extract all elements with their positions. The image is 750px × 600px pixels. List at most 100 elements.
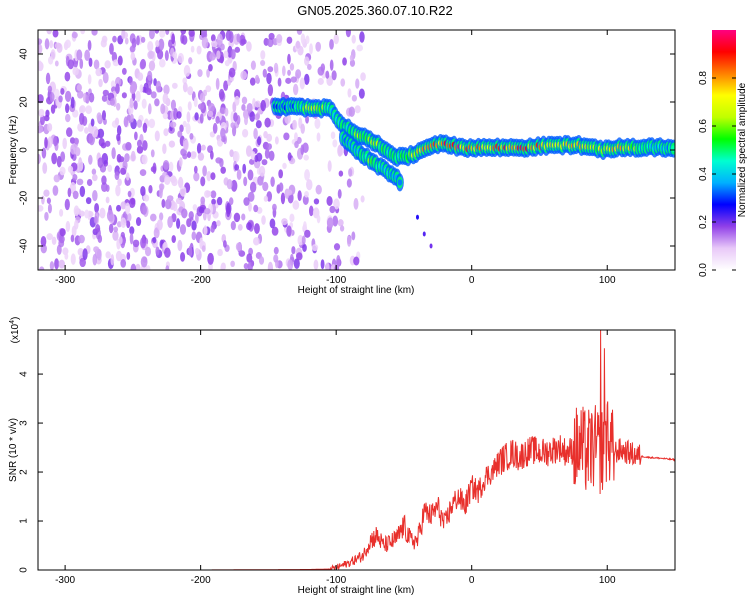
noise-speck xyxy=(223,80,229,91)
noise-speck xyxy=(209,150,214,160)
noise-speck xyxy=(253,237,260,246)
noise-speck xyxy=(168,140,176,148)
noise-speck xyxy=(135,217,142,227)
noise-speck xyxy=(267,261,273,270)
noise-speck xyxy=(180,188,186,196)
noise-speck xyxy=(123,116,129,128)
noise-speck xyxy=(331,70,337,81)
noise-speck xyxy=(354,105,361,114)
noise-speck xyxy=(264,117,271,128)
noise-speck xyxy=(249,111,256,122)
noise-speck xyxy=(252,97,256,110)
noise-speck xyxy=(276,34,283,44)
noise-speck xyxy=(301,235,306,245)
noise-speck xyxy=(44,211,49,221)
noise-speck xyxy=(135,263,141,270)
noise-speck xyxy=(309,43,313,55)
noise-speck xyxy=(132,239,140,248)
noise-speck xyxy=(136,139,142,148)
noise-speck xyxy=(337,189,342,199)
noise-speck xyxy=(41,195,45,205)
noise-speck xyxy=(191,231,197,241)
snr-x-tick-label: -100 xyxy=(326,575,346,586)
noise-speck xyxy=(314,118,321,129)
noise-speck xyxy=(72,190,79,200)
noise-speck xyxy=(191,220,197,231)
noise-speck xyxy=(79,257,86,268)
noise-speck xyxy=(97,157,104,169)
noise-speck xyxy=(54,88,60,99)
noise-speck xyxy=(120,201,127,210)
noise-speck xyxy=(146,265,151,270)
noise-speck xyxy=(131,37,137,49)
noise-speck xyxy=(38,108,45,118)
noise-speck xyxy=(172,202,178,212)
noise-speck xyxy=(333,198,340,210)
noise-speck xyxy=(287,152,292,161)
noise-speck xyxy=(218,88,225,100)
noise-speck xyxy=(260,50,266,60)
noise-speck xyxy=(70,96,75,109)
noise-speck xyxy=(326,195,333,207)
noise-speck xyxy=(40,114,45,126)
noise-speck xyxy=(54,60,59,67)
colorbar-tick-label: 0.8 xyxy=(698,71,709,85)
noise-speck xyxy=(120,217,127,229)
noise-speck xyxy=(271,226,279,236)
noise-speck xyxy=(40,235,47,247)
noise-speck xyxy=(102,89,109,96)
noise-speck xyxy=(148,60,156,71)
noise-speck xyxy=(296,252,303,261)
colorbar-tick-label: 0.0 xyxy=(698,263,709,277)
noise-speck xyxy=(79,58,84,69)
noise-speck xyxy=(247,191,255,202)
noise-speck xyxy=(105,251,111,259)
noise-speck xyxy=(53,135,58,147)
noise-speck xyxy=(183,64,191,77)
noise-speck xyxy=(211,198,216,205)
noise-speck xyxy=(43,189,50,197)
noise-speck xyxy=(147,40,154,52)
noise-speck xyxy=(67,59,75,70)
noise-speck xyxy=(230,49,236,60)
noise-speck xyxy=(176,218,181,229)
noise-speck xyxy=(130,263,137,270)
noise-speck xyxy=(91,126,99,138)
noise-speck xyxy=(205,190,212,197)
noise-speck xyxy=(171,33,176,45)
noise-speck xyxy=(97,234,103,244)
noise-speck xyxy=(64,198,70,211)
noise-speck xyxy=(65,103,70,114)
noise-speck xyxy=(45,72,51,85)
noise-speck xyxy=(336,255,341,267)
noise-speck xyxy=(82,248,88,261)
noise-speck xyxy=(264,148,270,159)
noise-speck xyxy=(246,222,252,231)
noise-speck xyxy=(153,227,160,239)
noise-speck xyxy=(347,88,352,98)
noise-speck xyxy=(114,171,120,181)
noise-speck xyxy=(128,198,136,209)
noise-speck xyxy=(150,166,157,173)
noise-speck xyxy=(140,36,146,43)
noise-speck xyxy=(290,76,297,83)
noise-speck xyxy=(85,105,92,115)
noise-speck xyxy=(268,32,275,40)
noise-speck xyxy=(317,66,325,76)
noise-speck xyxy=(180,148,187,157)
noise-speck xyxy=(87,74,92,85)
noise-speck xyxy=(272,203,277,212)
noise-speck xyxy=(226,205,231,218)
noise-speck xyxy=(147,103,152,115)
noise-speck xyxy=(84,49,91,62)
noise-speck xyxy=(177,52,185,64)
noise-speck xyxy=(120,167,126,176)
noise-speck xyxy=(91,168,97,175)
noise-speck xyxy=(87,211,94,218)
snr-x-tick-label: 0 xyxy=(469,575,475,586)
noise-speck xyxy=(195,247,200,255)
noise-speck xyxy=(65,220,71,232)
noise-speck xyxy=(346,178,352,188)
noise-speck xyxy=(210,224,215,233)
noise-speck xyxy=(129,45,136,53)
